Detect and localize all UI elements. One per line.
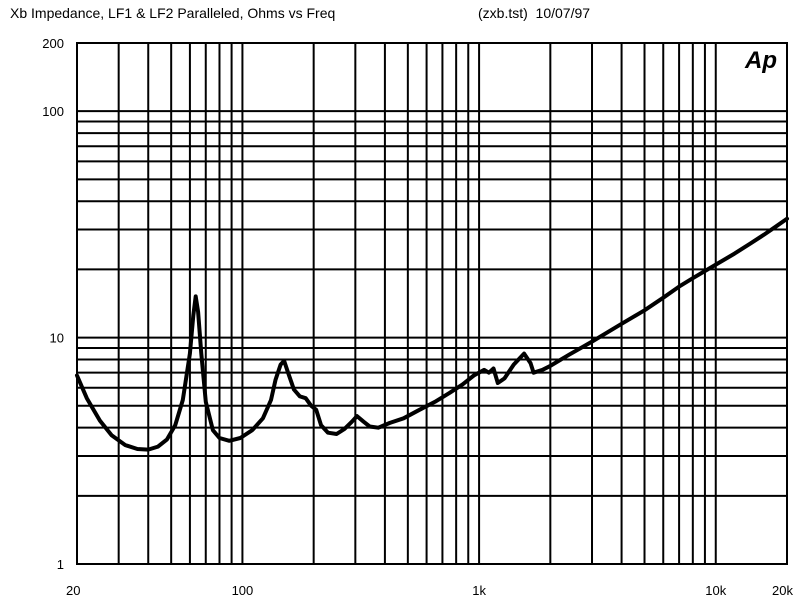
y-tick-label: 1 xyxy=(57,557,64,572)
ap-logo: Ap xyxy=(744,47,777,74)
series-layer xyxy=(75,216,789,452)
tick-labels: 20 100 1k 10k 20k 1 10 100 200 xyxy=(42,36,793,598)
x-tick-label: 100 xyxy=(232,583,254,598)
impedance-curve xyxy=(75,216,789,452)
x-tick-label: 10k xyxy=(705,583,726,598)
y-tick-label: 200 xyxy=(42,36,64,51)
chart-title: Xb Impedance, LF1 & LF2 Paralleled, Ohms… xyxy=(10,5,336,21)
grid xyxy=(77,43,787,564)
y-tick-label: 100 xyxy=(42,104,64,119)
chart-subtitle: (zxb.tst) 10/07/97 xyxy=(478,5,591,21)
y-tick-label: 10 xyxy=(50,331,64,346)
x-tick-label: 20 xyxy=(66,583,80,598)
plot-frame xyxy=(76,42,788,565)
x-tick-label: 1k xyxy=(472,583,486,598)
x-tick-label: 20k xyxy=(772,583,793,598)
